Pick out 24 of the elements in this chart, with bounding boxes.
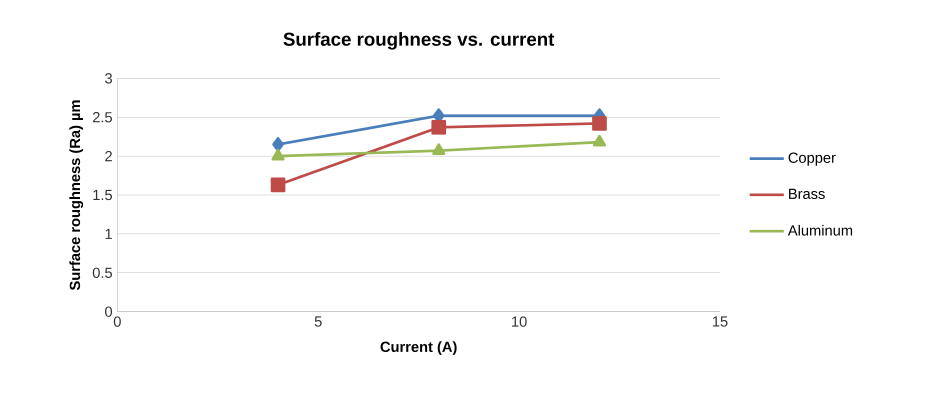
x-tick-label: 0 <box>114 316 121 327</box>
point <box>432 143 446 156</box>
y-tick-label: 2.5 <box>92 112 112 122</box>
y-tick-label: 0.5 <box>92 268 112 278</box>
y-tick-label: 1.5 <box>93 190 112 200</box>
y-axis-title: Surface roughness (Ra) µm <box>69 100 84 290</box>
legend-label: Copper <box>788 152 836 166</box>
legend-label: Aluminum <box>788 224 852 236</box>
chart-title: Surface roughness vs. current <box>283 32 554 50</box>
y-tick-label: 1 <box>106 228 112 239</box>
y-tick-label: 3 <box>105 73 112 84</box>
x-tick-label: 5 <box>314 316 322 327</box>
point <box>592 116 607 131</box>
point <box>431 120 446 135</box>
point <box>592 134 606 146</box>
y-tick-label: 0 <box>105 306 112 317</box>
x-tick-label: 15 <box>712 316 728 327</box>
x-tick-label: 10 <box>512 316 527 327</box>
point <box>270 178 286 192</box>
point <box>272 137 284 152</box>
point <box>272 148 285 160</box>
legend-label: Brass <box>789 188 825 199</box>
x-axis-title: Current (A) <box>380 341 457 355</box>
y-tick-label: 2 <box>105 151 112 162</box>
